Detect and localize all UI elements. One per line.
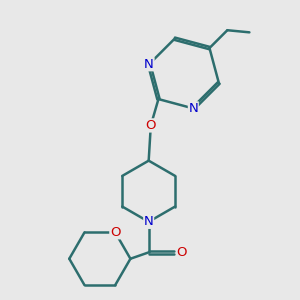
Text: N: N [188, 102, 198, 115]
Text: O: O [110, 226, 120, 239]
Text: N: N [144, 215, 154, 228]
Text: O: O [146, 119, 156, 132]
Text: N: N [144, 58, 154, 71]
Text: O: O [177, 246, 187, 259]
